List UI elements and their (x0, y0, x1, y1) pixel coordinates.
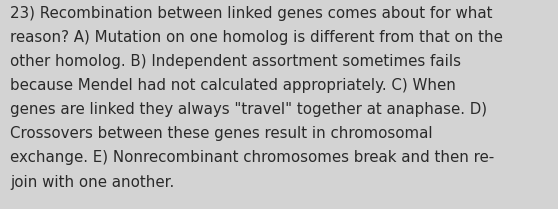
Text: reason? A) Mutation on one homolog is different from that on the: reason? A) Mutation on one homolog is di… (10, 30, 503, 45)
Text: because Mendel had not calculated appropriately. C) When: because Mendel had not calculated approp… (10, 78, 456, 93)
Text: Crossovers between these genes result in chromosomal: Crossovers between these genes result in… (10, 126, 432, 141)
Text: genes are linked they always "travel" together at anaphase. D): genes are linked they always "travel" to… (10, 102, 487, 117)
Text: 23) Recombination between linked genes comes about for what: 23) Recombination between linked genes c… (10, 6, 493, 21)
Text: other homolog. B) Independent assortment sometimes fails: other homolog. B) Independent assortment… (10, 54, 461, 69)
Text: join with one another.: join with one another. (10, 175, 174, 190)
Text: exchange. E) Nonrecombinant chromosomes break and then re-: exchange. E) Nonrecombinant chromosomes … (10, 150, 494, 166)
